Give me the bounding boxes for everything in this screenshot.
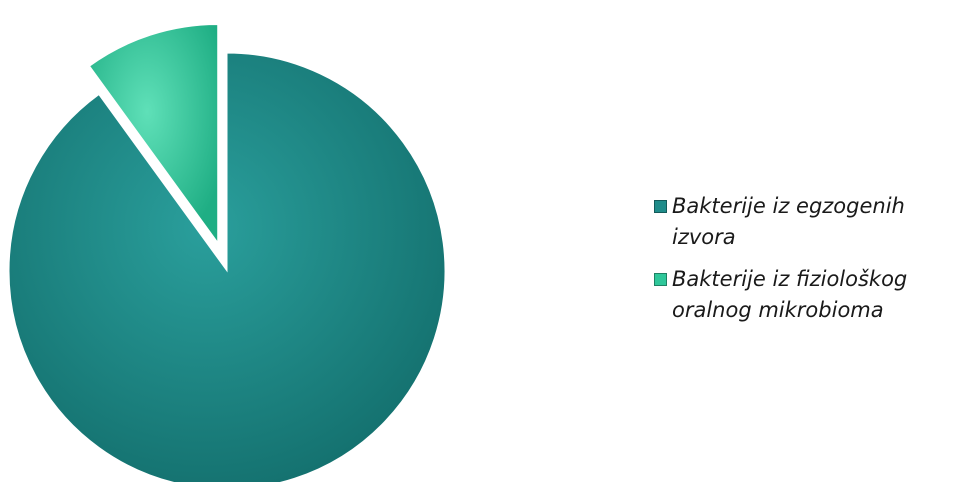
legend-label-exogenous-line1: Bakterije iz egzogenih <box>672 194 905 218</box>
legend-label-exogenous-line2: izvora <box>672 225 736 249</box>
pie-slice-exogenous <box>8 52 446 487</box>
legend: Bakterije iz egzogenih izvora Bakterije … <box>654 191 966 337</box>
legend-swatch-exogenous <box>654 200 667 213</box>
legend-label-oral-microbiome-line2: oralnog mikrobioma <box>672 298 884 322</box>
legend-item-exogenous: Bakterije iz egzogenih izvora <box>654 191 966 253</box>
legend-label-oral-microbiome-line1: Bakterije iz fiziološkog <box>672 267 908 291</box>
pie-chart <box>8 23 446 487</box>
legend-swatch-oral-microbiome <box>654 273 667 286</box>
legend-label-exogenous: Bakterije iz egzogenih izvora <box>672 191 905 253</box>
legend-label-oral-microbiome: Bakterije iz fiziološkog oralnog mikrobi… <box>672 264 907 326</box>
pie-slice-oral-microbiome <box>88 23 219 245</box>
pie-chart-svg <box>8 23 446 487</box>
legend-item-oral-microbiome: Bakterije iz fiziološkog oralnog mikrobi… <box>654 264 966 326</box>
